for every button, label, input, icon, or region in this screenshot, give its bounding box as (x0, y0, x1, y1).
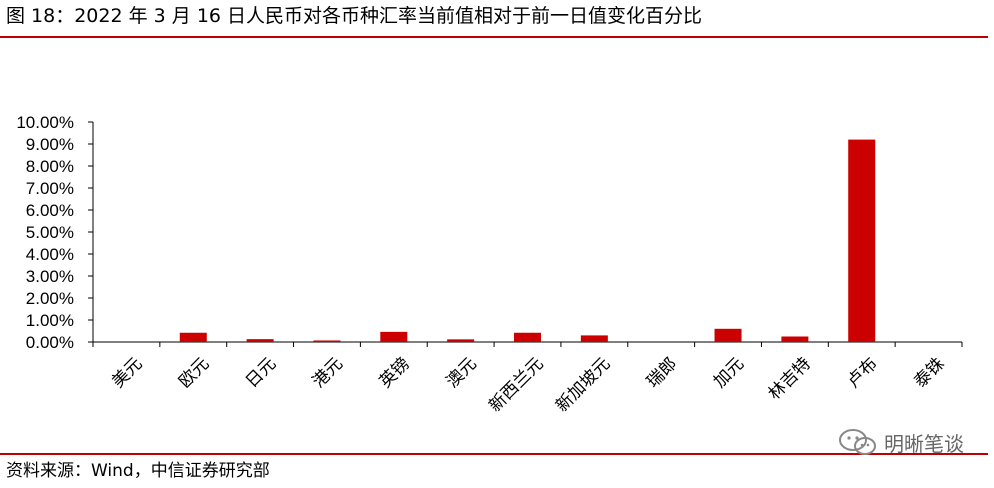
x-category-label: 新西兰元 (485, 354, 547, 416)
x-category-label: 新加坡元 (552, 354, 614, 416)
bar-2 (179, 332, 207, 342)
bar-11 (781, 336, 809, 342)
x-category-label: 林吉特 (765, 354, 815, 404)
x-category-label: 港元 (309, 354, 347, 392)
watermark: 明晰笔谈 (838, 427, 964, 457)
bar-12 (848, 139, 876, 342)
y-tick-label: 10.00% (16, 113, 74, 132)
x-category-label: 瑞郎 (643, 354, 681, 392)
x-category-label: 英镑 (376, 354, 414, 392)
x-category-label: 加元 (710, 354, 748, 392)
wechat-icon (839, 429, 876, 455)
y-tick-label: 1.00% (26, 311, 74, 330)
bar-4 (313, 340, 341, 342)
bar-7 (514, 332, 541, 342)
y-tick-label: 5.00% (26, 223, 74, 242)
bar-10 (714, 328, 742, 342)
bar-5 (380, 331, 408, 342)
chart-title: 图 18：2022 年 3 月 16 日人民币对各币种汇率当前值相对于前一日值变… (6, 5, 703, 27)
source-note: 资料来源：Wind，中信证券研究部 (6, 461, 270, 481)
top-divider (0, 36, 988, 38)
watermark-text: 明晰笔谈 (884, 431, 964, 456)
bar-8 (580, 335, 608, 342)
x-category-label: 欧元 (175, 354, 213, 392)
y-tick-label: 9.00% (26, 135, 74, 154)
x-category-label: 日元 (242, 354, 280, 392)
y-tick-label: 7.00% (26, 179, 74, 198)
bar-chart: 0.00% 1.00% 2.00% 3.00% 4.00% 5.00% 6.00% 7.00%… (16, 113, 963, 416)
y-tick-label: 8.00% (26, 157, 74, 176)
bottom-divider (0, 453, 988, 455)
y-tick-label: 2.00% (26, 289, 74, 308)
y-tick-label: 0.00% (26, 333, 74, 352)
x-category-label: 澳元 (442, 354, 480, 392)
y-tick-label: 4.00% (26, 245, 74, 264)
bar-3 (246, 339, 274, 342)
x-category-label: 泰铢 (910, 354, 948, 392)
bar-6 (447, 339, 475, 342)
x-category-label: 美元 (108, 354, 146, 392)
x-category-label: 卢布 (844, 354, 882, 392)
y-tick-label: 6.00% (26, 201, 74, 220)
y-tick-label: 3.00% (26, 267, 74, 286)
